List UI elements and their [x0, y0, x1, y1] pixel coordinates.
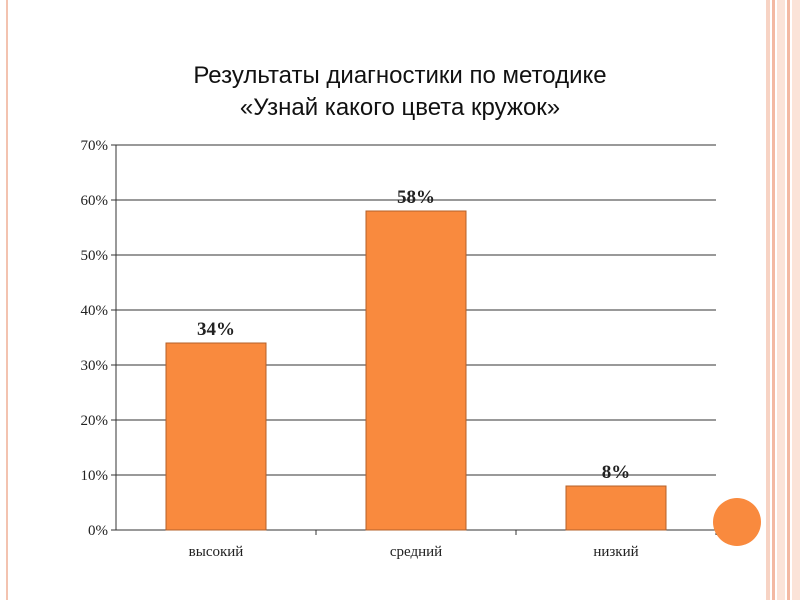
y-tick-label: 30%	[81, 358, 109, 374]
data-label: 8%	[602, 462, 631, 483]
decorative-stripe	[772, 0, 775, 600]
chart-title: Результаты диагностики по методике «Узна…	[120, 60, 680, 124]
decorative-stripe	[766, 0, 770, 600]
decorative-stripe	[787, 0, 790, 600]
bar	[165, 342, 267, 531]
x-category-label: высокий	[189, 544, 244, 560]
y-tick-label: 60%	[81, 193, 109, 209]
chart-title-line-2: «Узнай какого цвета кружок»	[239, 94, 561, 121]
bar	[565, 485, 667, 531]
x-category-label: низкий	[593, 544, 638, 560]
left-border-rule	[6, 0, 8, 600]
x-category-label: средний	[390, 544, 442, 560]
decorative-stripe	[777, 0, 785, 600]
data-label: 58%	[397, 187, 435, 208]
y-tick-label: 20%	[81, 413, 109, 429]
y-tick-label: 10%	[81, 468, 109, 484]
y-tick-label: 70%	[81, 138, 109, 154]
y-tick-label: 50%	[81, 248, 109, 264]
y-tick-label: 40%	[81, 303, 109, 319]
bar	[365, 210, 467, 531]
decorative-circle	[713, 498, 761, 546]
y-tick-label: 0%	[88, 523, 108, 539]
chart-title-line-1: Результаты диагностики по методике	[193, 62, 607, 89]
decorative-stripe	[792, 0, 800, 600]
data-label: 34%	[197, 319, 235, 340]
